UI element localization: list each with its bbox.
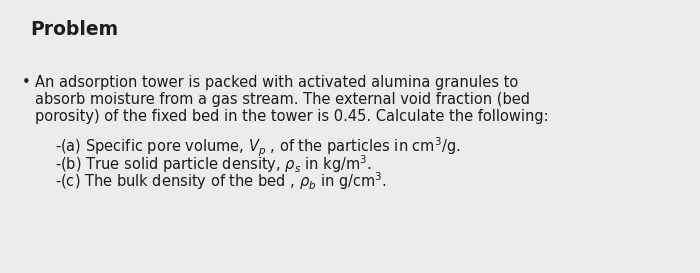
Text: -(a) Specific pore volume, $V_p$ , of the particles in cm$^3$/g.: -(a) Specific pore volume, $V_p$ , of th… [55, 136, 461, 159]
Text: •: • [22, 75, 31, 90]
Text: -(b) True solid particle density, $\rho_s$ in kg/m$^3$.: -(b) True solid particle density, $\rho_… [55, 153, 372, 175]
Text: absorb moisture from a gas stream. The external void fraction (bed: absorb moisture from a gas stream. The e… [35, 92, 530, 107]
Text: An adsorption tower is packed with activated alumina granules to: An adsorption tower is packed with activ… [35, 75, 518, 90]
Text: -(c) The bulk density of the bed , $\rho_b$ in g/cm$^3$.: -(c) The bulk density of the bed , $\rho… [55, 170, 386, 192]
Text: porosity) of the fixed bed in the tower is 0.45. Calculate the following:: porosity) of the fixed bed in the tower … [35, 109, 549, 124]
Text: Problem: Problem [30, 20, 118, 39]
